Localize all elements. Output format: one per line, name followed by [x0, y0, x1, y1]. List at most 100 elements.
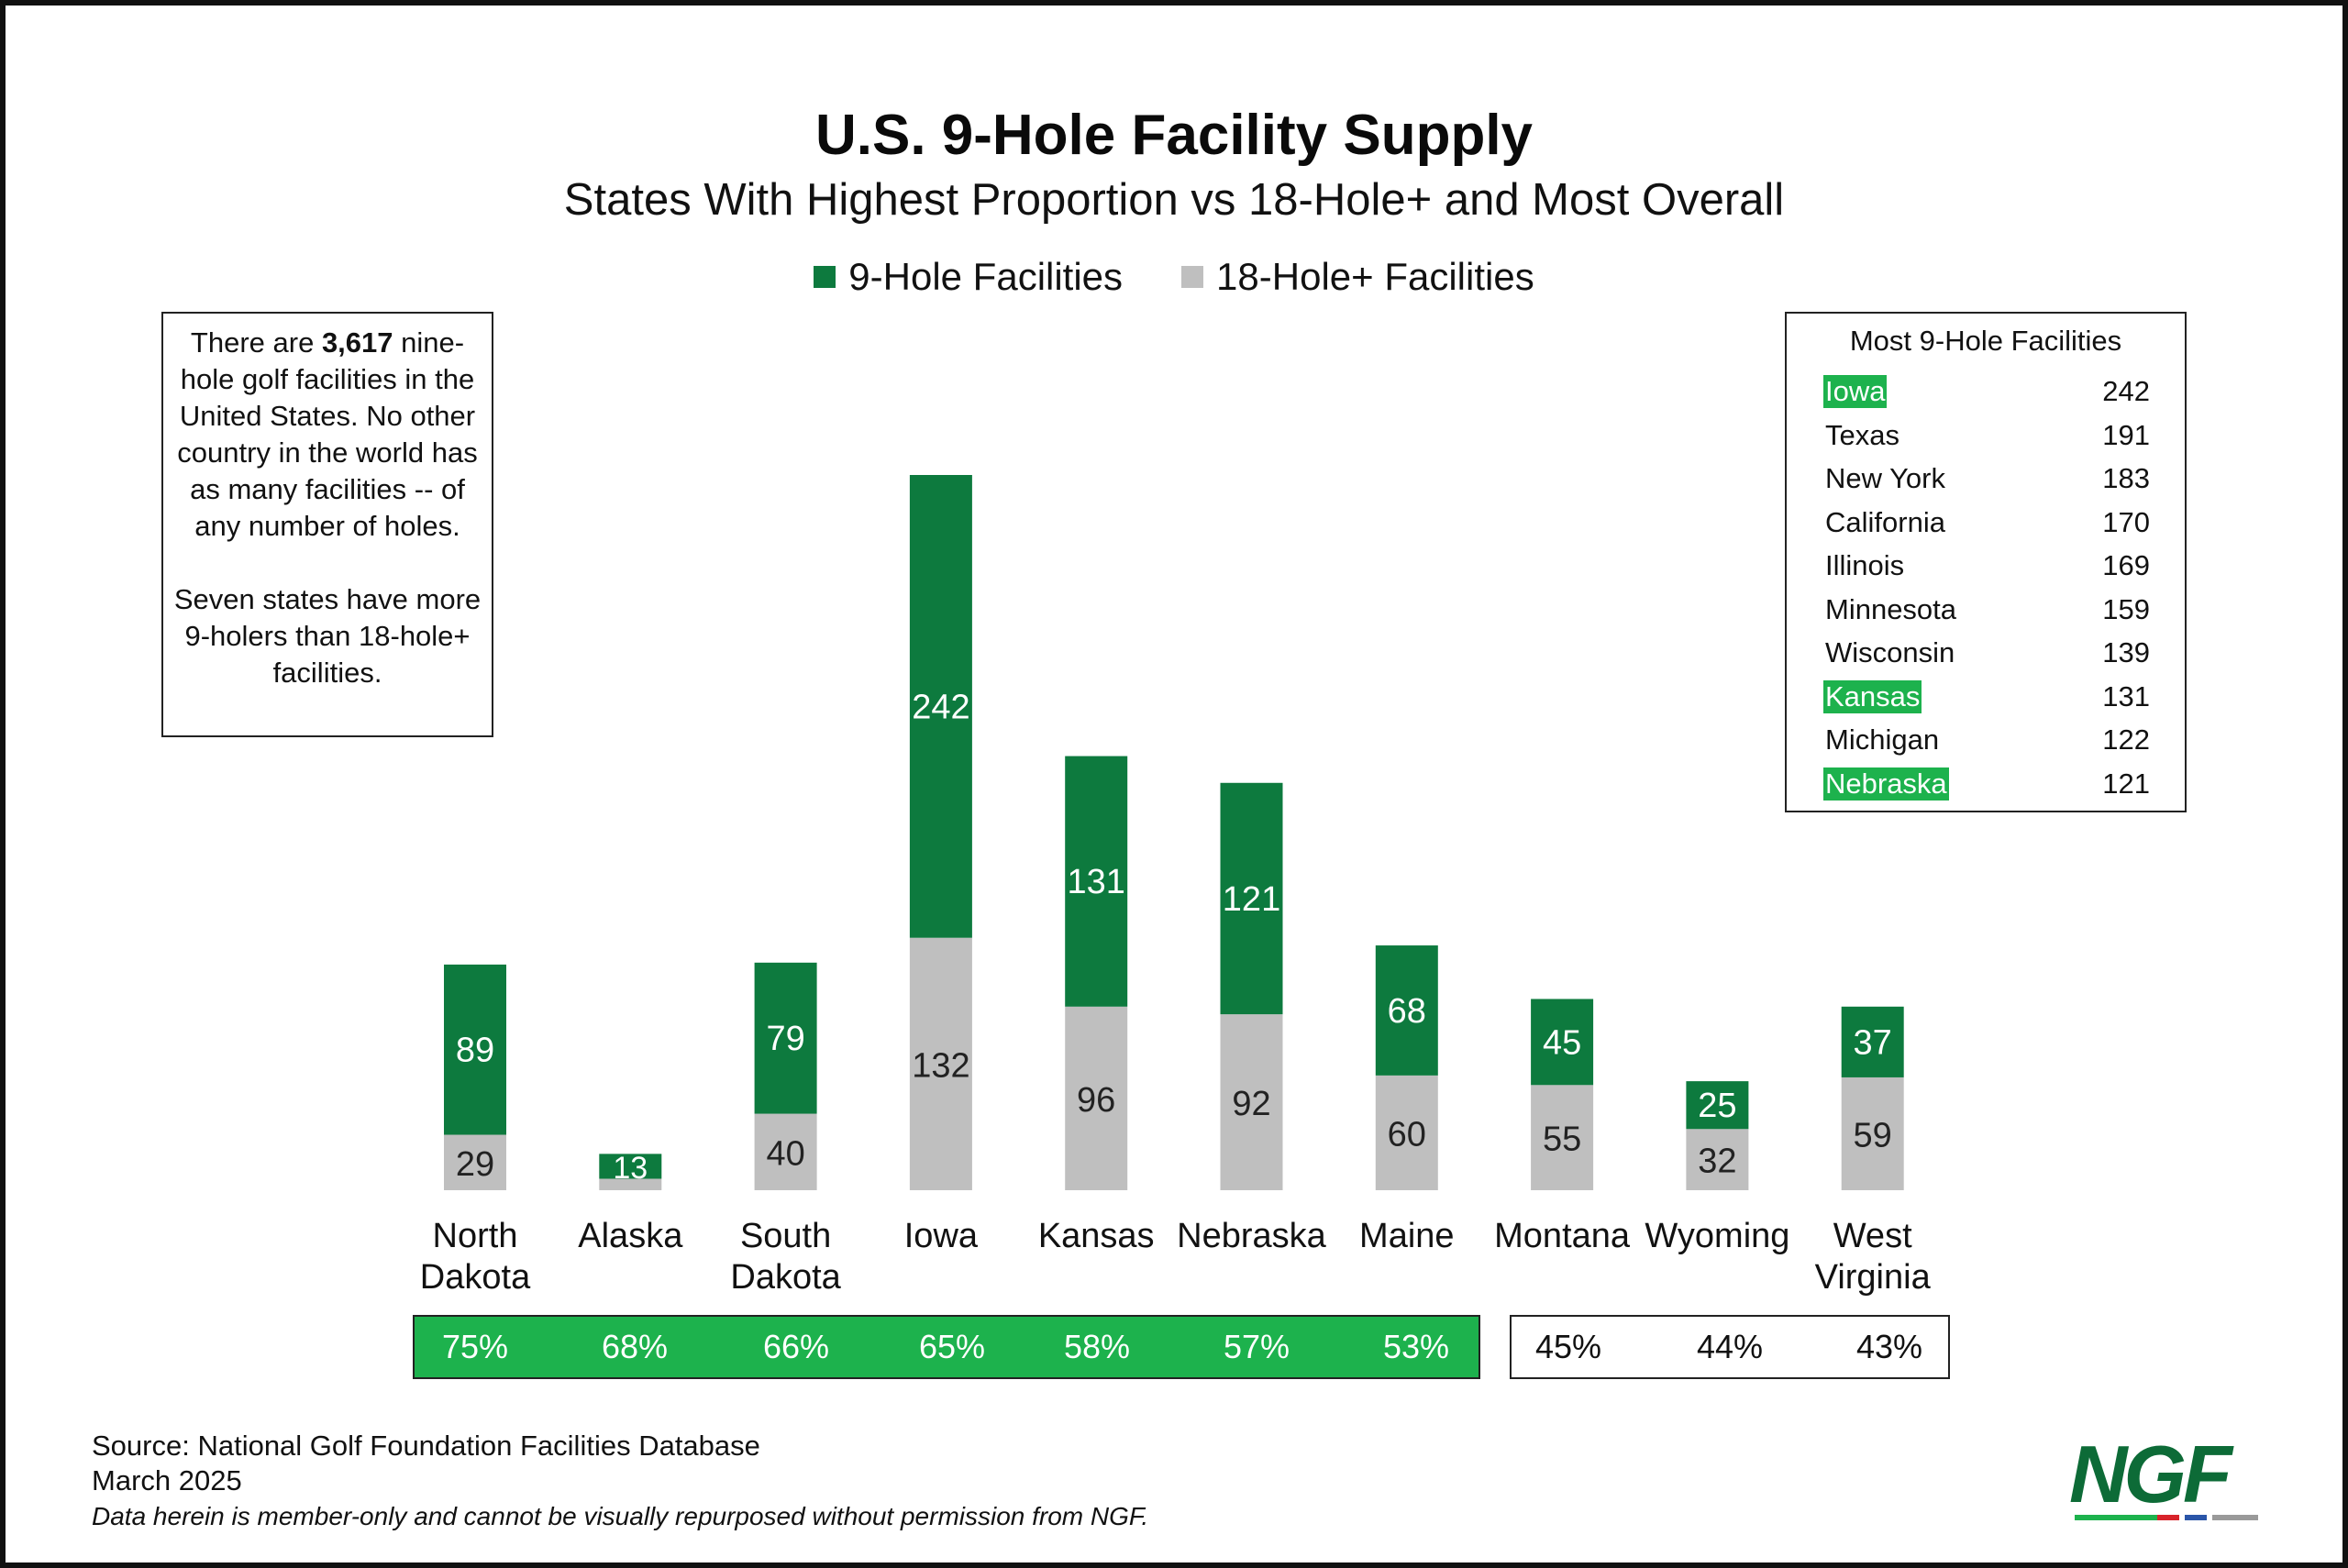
bar-18-hole-3 — [909, 937, 972, 1190]
label-9-hole-1: 13 — [613, 1151, 648, 1186]
category-label-0: Dakota — [420, 1258, 531, 1297]
top10-state: California — [1825, 505, 1945, 538]
top10-box: Most 9-Hole Facilities Iowa 242 Texas 191 Ne… — [1785, 312, 2187, 812]
logo-stripe-red — [2157, 1515, 2179, 1520]
bar-18-hole-2 — [754, 1113, 817, 1190]
bar-9-hole-0 — [444, 964, 506, 1135]
percent-label-4: 58% — [1063, 1328, 1131, 1365]
legend-item-9-hole: 9-Hole Facilities — [814, 255, 1123, 299]
chart-title: U.S. 9-Hole Facility Supply — [814, 104, 1534, 167]
top10-row: Nebraska 121 — [1823, 767, 2150, 801]
label-18-hole-8: 32 — [1698, 1143, 1736, 1181]
bar-9-hole-2 — [754, 962, 817, 1114]
bar-9-hole-8 — [1686, 1081, 1749, 1130]
category-label-3: Iowa — [904, 1217, 979, 1255]
stacked-bar-chart: 2989NorthDakota13Alaska4079SouthDakota13… — [420, 475, 1932, 1297]
category-label-1: Alaska — [578, 1217, 683, 1255]
legend-swatch-18-hole — [1181, 266, 1204, 288]
bar-9-hole-3 — [909, 475, 972, 938]
label-9-hole-5: 121 — [1223, 880, 1280, 919]
top10-count: 191 — [2102, 418, 2150, 451]
source-date: March 2025 — [92, 1464, 242, 1496]
category-label-5: Nebraska — [1177, 1217, 1326, 1255]
bar-18-hole-6 — [1375, 1075, 1438, 1190]
label-9-hole-8: 25 — [1698, 1087, 1736, 1125]
percent-box-highlighted — [413, 1315, 1480, 1379]
category-label-4: Kansas — [1038, 1217, 1155, 1255]
ngf-logo-text: NGF — [2069, 1429, 2232, 1519]
legend-label-18-hole: 18-Hole+ Facilities — [1216, 255, 1534, 298]
bar-9-hole-7 — [1531, 999, 1594, 1086]
category-label-2: Dakota — [730, 1258, 841, 1297]
top10-count: 183 — [2102, 462, 2150, 494]
top10-count: 139 — [2102, 636, 2150, 668]
category-label-8: Wyoming — [1645, 1217, 1789, 1255]
bar-9-hole-4 — [1065, 756, 1128, 1007]
percent-label-7: 45% — [1534, 1328, 1602, 1365]
note-box: There are 3,617 nine-hole golf facilitie… — [161, 312, 493, 737]
label-18-hole-5: 92 — [1232, 1085, 1270, 1123]
top10-count: 131 — [2102, 679, 2150, 712]
top10-state: Minnesota — [1825, 592, 1957, 625]
label-9-hole-0: 89 — [456, 1032, 494, 1070]
label-9-hole-3: 242 — [912, 688, 969, 726]
label-18-hole-3: 132 — [912, 1046, 969, 1085]
category-label-0: North — [433, 1217, 518, 1255]
top10-state: Nebraska — [1823, 767, 1949, 801]
note-total-count: 3,617 — [321, 326, 393, 359]
percent-box-plain — [1510, 1315, 1950, 1379]
bar-18-hole-0 — [444, 1134, 506, 1190]
bar-9-hole-5 — [1220, 782, 1283, 1015]
note-suffix: nine-hole golf facilities in the United … — [177, 326, 478, 542]
label-18-hole-2: 40 — [766, 1134, 804, 1173]
top10-count: 159 — [2102, 592, 2150, 625]
top10-state: New York — [1825, 462, 1945, 494]
percent-label-9: 43% — [1855, 1328, 1923, 1365]
top10-count: 121 — [2102, 767, 2150, 800]
category-label-9: West — [1833, 1217, 1912, 1255]
source-block: Source: National Golf Foundation Facilit… — [92, 1429, 760, 1498]
bar-18-hole-8 — [1686, 1129, 1749, 1190]
bar-9-hole-6 — [1375, 945, 1438, 1076]
percent-label-1: 68% — [601, 1328, 669, 1365]
top10-count: 170 — [2102, 505, 2150, 538]
legend-swatch-9-hole — [814, 266, 836, 288]
top10-count: 169 — [2102, 549, 2150, 581]
note-prefix: There are — [190, 326, 322, 359]
top10-state: Iowa — [1823, 375, 1888, 408]
label-9-hole-7: 45 — [1543, 1023, 1581, 1062]
label-9-hole-2: 79 — [766, 1020, 804, 1058]
label-18-hole-4: 96 — [1077, 1081, 1115, 1120]
chart-subtitle: States With Highest Proportion vs 18-Hol… — [563, 175, 1785, 225]
logo-stripe-blue — [2185, 1515, 2207, 1520]
category-label-9: Virginia — [1815, 1258, 1932, 1297]
legend-item-18-hole: 18-Hole+ Facilities — [1181, 255, 1534, 299]
label-9-hole-4: 131 — [1067, 863, 1124, 901]
ngf-logo: NGF — [2069, 1429, 2262, 1526]
top10-count: 242 — [2102, 375, 2150, 407]
note-paragraph-1: There are 3,617 nine-hole golf facilitie… — [172, 325, 482, 545]
percent-label-2: 66% — [762, 1328, 830, 1365]
percent-label-3: 65% — [918, 1328, 986, 1365]
category-label-2: South — [740, 1217, 831, 1255]
source-text: Source: National Golf Foundation Facilit… — [92, 1430, 760, 1462]
label-9-hole-6: 68 — [1388, 992, 1426, 1031]
percent-label-0: 75% — [441, 1328, 509, 1365]
top10-row: Minnesota 159 — [1823, 592, 2150, 627]
bar-18-hole-7 — [1531, 1085, 1594, 1190]
top10-row: Texas 191 — [1823, 418, 2150, 453]
label-18-hole-0: 29 — [456, 1145, 494, 1184]
label-18-hole-9: 59 — [1854, 1116, 1892, 1154]
percent-label-8: 44% — [1696, 1328, 1764, 1365]
top10-row: Kansas 131 — [1823, 679, 2150, 714]
top10-state: Kansas — [1823, 679, 1922, 713]
top10-count: 122 — [2102, 723, 2150, 756]
note-paragraph-2: Seven states have more 9-holers than 18-… — [173, 583, 482, 689]
top10-state: Illinois — [1825, 549, 1905, 581]
logo-stripe-green — [2075, 1515, 2157, 1520]
disclaimer: Data herein is member-only and cannot be… — [92, 1502, 1149, 1530]
bar-9-hole-1 — [599, 1154, 662, 1179]
top10-row: Wisconsin 139 — [1823, 635, 2150, 670]
logo-stripe-gray — [2212, 1515, 2258, 1520]
